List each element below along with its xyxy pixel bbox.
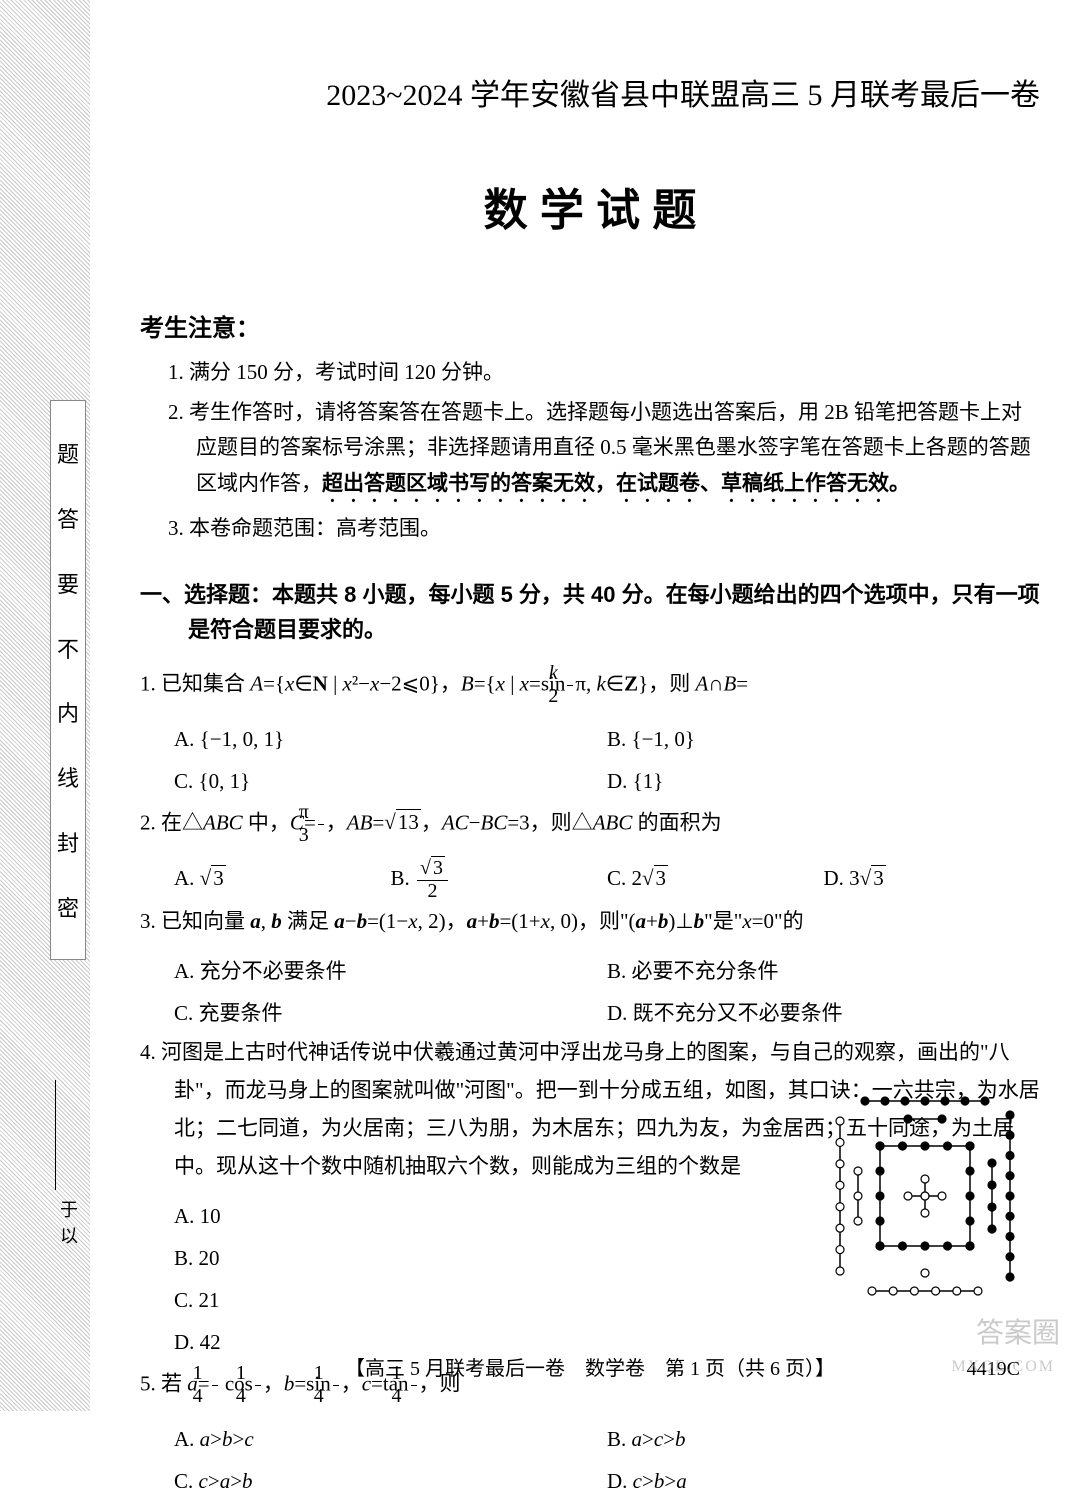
section-1-title: 一、选择题：本题共 8 小题，每小题 5 分，共 40 分。在每小题给出的四个选… — [140, 577, 1040, 647]
q1-text-prefix: 已知集合 — [161, 671, 250, 695]
q5f2d: 4 — [255, 1386, 261, 1408]
q2a-sqrt: 3 — [211, 865, 226, 890]
q1-opt-d: D. {1} — [607, 760, 1040, 802]
q4-num: 4. — [140, 1040, 156, 1064]
q5f3d: 4 — [333, 1386, 339, 1408]
q5-opt-c: C. c>a>b — [174, 1460, 607, 1502]
q1-opt-a: A. {−1, 0, 1} — [174, 718, 607, 760]
question-3: 3. 已知向量 a, b 满足 a−b=(1−x, 2)，a+b=(1+x, 0… — [140, 903, 1040, 941]
q5-opt-b: B. a>c>b — [607, 1418, 1040, 1460]
q1-text-end: ，则 A∩B= — [648, 671, 748, 695]
watermark: 答案圈 — [976, 1311, 1060, 1351]
q2-options: A. 3 B. 32 C. 23 D. 33 — [140, 857, 1040, 903]
q2d-sqrt: 3 — [871, 865, 886, 890]
notice-2-emph: 超出答题区域书写的答案无效，在试题卷、草稿纸上作答无效。 — [322, 472, 910, 495]
q2-f1d: 3 — [318, 825, 324, 847]
seal-char: 答 — [57, 502, 79, 534]
seal-char: 不 — [57, 632, 79, 664]
binding-bottom-text: 于以 — [55, 1200, 81, 1252]
q1-options: A. {−1, 0, 1} B. {−1, 0} C. {0, 1} D. {1… — [140, 718, 1040, 802]
question-2: 2. 在△ABC 中，C=π3，AB=13，AC−BC=3，则△ABC 的面积为 — [140, 802, 1040, 847]
q4-opt-c: C. 21 — [174, 1279, 740, 1321]
watermark-sub: MXQE.COM — [951, 1358, 1055, 1376]
q3-num: 3. — [140, 909, 156, 933]
q2b-pre: B. — [391, 866, 416, 890]
seal-char: 封 — [57, 826, 79, 858]
q2d-pre: D. 3 — [824, 866, 860, 890]
seal-char: 线 — [57, 761, 79, 793]
q5-opt-d: D. c>b>a — [607, 1460, 1040, 1502]
notice-item-2: 2. 考生作答时，请将答案答在答题卡上。选择题每小题选出答案后，用 2B 铅笔把… — [140, 395, 1040, 507]
main-title: 数 学 试 题 — [140, 174, 1040, 238]
q1-frac-den: 2 — [567, 686, 573, 708]
seal-line-label: 题 答 要 不 内 线 封 密 — [50, 400, 86, 960]
q3-opt-c: C. 充要条件 — [174, 992, 607, 1034]
q1-opt-c: C. {0, 1} — [174, 760, 607, 802]
q3-opt-d: D. 既不充分又不必要条件 — [607, 992, 1040, 1034]
q5f1d: 4 — [212, 1386, 218, 1408]
exam-header: 2023~2024 学年安徽省县中联盟高三 5 月联考最后一卷 — [140, 70, 1040, 114]
q5-opt-a: A. a>b>c — [174, 1418, 607, 1460]
hetu-diagram — [830, 1091, 1020, 1301]
q3-options: A. 充分不必要条件 B. 必要不充分条件 C. 充要条件 D. 既不充分又不必… — [140, 950, 1040, 1034]
seal-line — [55, 1080, 56, 1190]
q2a-pre: A. — [174, 866, 200, 890]
q2-opt-d: D. 3 3 — [824, 857, 1041, 903]
q2-sqrt1: 13 — [396, 809, 421, 834]
q2-opt-c: C. 2 3 — [607, 857, 824, 903]
footer-text: 【高三 5 月联考最后一卷 数学卷 第 1 页（共 6 页）】 — [345, 1358, 835, 1380]
seal-char: 要 — [57, 567, 79, 599]
q2-opt-a: A. 3 — [174, 857, 391, 903]
notice-title: 考生注意： — [140, 308, 1040, 343]
q3-opt-b: B. 必要不充分条件 — [607, 950, 1040, 992]
q5f4d: 4 — [411, 1386, 417, 1408]
q2-num: 2. — [140, 810, 156, 834]
seal-char: 题 — [57, 437, 79, 469]
seal-char: 密 — [57, 891, 79, 923]
notice-item-3: 3. 本卷命题范围：高考范围。 — [140, 511, 1040, 547]
q2-opt-b: B. 32 — [391, 857, 608, 903]
q2c-pre: C. 2 — [607, 866, 642, 890]
q1-opt-b: B. {−1, 0} — [607, 718, 1040, 760]
q1-frac-num: k — [567, 663, 573, 686]
q2c-sqrt: 3 — [654, 865, 669, 890]
q1-num: 1. — [140, 671, 156, 695]
q3-opt-a: A. 充分不必要条件 — [174, 950, 607, 992]
q4-opt-a: A. 10 — [174, 1195, 740, 1237]
page-footer: 【高三 5 月联考最后一卷 数学卷 第 1 页（共 6 页）】 4419C — [140, 1352, 1040, 1381]
q4-opt-b: B. 20 — [174, 1237, 740, 1279]
q4-options: A. 10 B. 20 C. 21 D. 42 — [140, 1195, 740, 1363]
seal-char: 内 — [57, 696, 79, 728]
question-1: 1. 已知集合 A={x∈N | x²−x−2⩽0}，B={x | x=sink… — [140, 663, 1040, 708]
q2b-den: 2 — [417, 881, 448, 903]
notice-item-1: 1. 满分 150 分，考试时间 120 分钟。 — [140, 355, 1040, 391]
q2b-sqrt: 3 — [431, 856, 445, 879]
q2-f1n: π — [318, 802, 324, 825]
q5-options: A. a>b>c B. a>c>b C. c>a>b D. c>b>a — [140, 1418, 1040, 1502]
